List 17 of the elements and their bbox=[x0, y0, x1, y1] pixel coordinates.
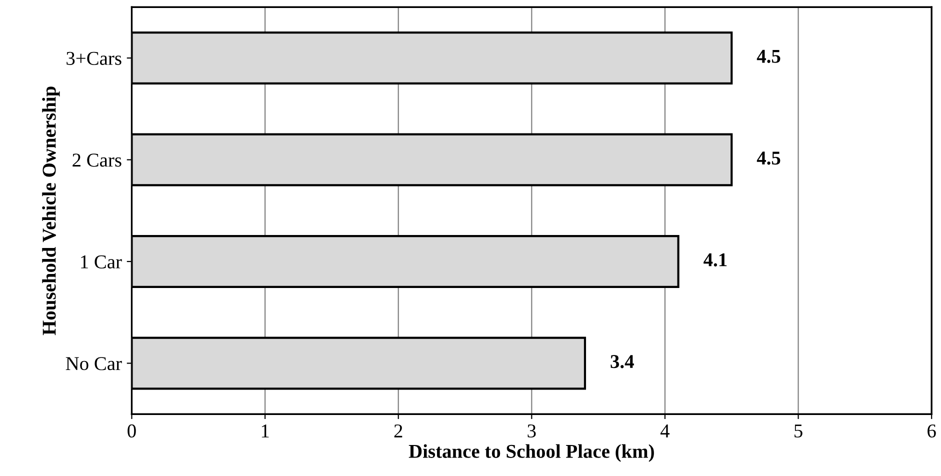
x-tick-label: 3 bbox=[528, 424, 536, 438]
x-tick-label: 4 bbox=[660, 424, 670, 438]
data-label: 4.5 bbox=[756, 152, 780, 165]
x-tick-label: 0 bbox=[128, 424, 136, 438]
x-tick-label: 6 bbox=[928, 424, 936, 438]
y-tick-label: 3+Cars bbox=[66, 52, 122, 65]
x-tick-label: 2 bbox=[394, 424, 402, 438]
data-label: 3.4 bbox=[610, 355, 634, 368]
y-tick-label: 1 Car bbox=[81, 255, 122, 268]
x-tick-label: 5 bbox=[794, 424, 802, 438]
data-label: 4.1 bbox=[704, 253, 727, 266]
y-tick-label: No Car bbox=[66, 357, 122, 370]
y-tick-label: 2 Cars bbox=[72, 154, 122, 167]
x-tick-label: 1 bbox=[262, 424, 269, 438]
x-axis-title: Distance to School Place (km) bbox=[408, 444, 654, 462]
data-label: 4.5 bbox=[756, 50, 780, 63]
y-axis-title: Household Vehicle Ownership bbox=[42, 86, 60, 336]
